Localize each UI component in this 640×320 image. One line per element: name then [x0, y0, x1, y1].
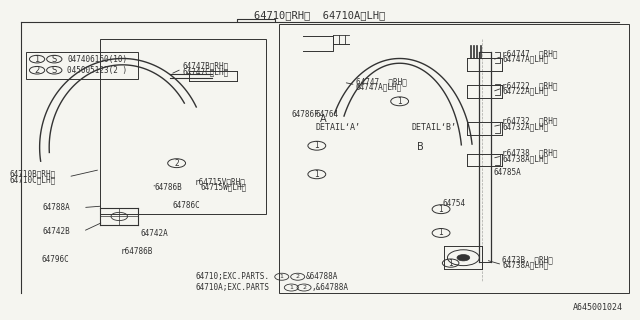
Text: 2: 2 — [35, 66, 40, 75]
Text: 1: 1 — [314, 170, 319, 179]
Text: 64710A;EXC.PARTS: 64710A;EXC.PARTS — [196, 283, 269, 292]
Bar — [100, 39, 266, 214]
Text: 64742A: 64742A — [140, 229, 168, 238]
Text: A645001024: A645001024 — [573, 303, 623, 312]
Text: r64747  〈RH〉: r64747 〈RH〉 — [502, 49, 557, 58]
Text: 2: 2 — [296, 274, 300, 279]
Text: 64710C〈LH〉: 64710C〈LH〉 — [9, 175, 55, 184]
Text: DETAIL‘B’: DETAIL‘B’ — [411, 123, 456, 132]
Text: 045005123(2 ): 045005123(2 ) — [67, 66, 127, 75]
Text: 64722A〈LH〉: 64722A〈LH〉 — [502, 86, 548, 95]
Text: r64738  〈RH〉: r64738 〈RH〉 — [502, 148, 557, 157]
Text: A: A — [320, 114, 326, 124]
Text: 64710B〈RH〉: 64710B〈RH〉 — [9, 170, 55, 179]
Text: 64786C: 64786C — [172, 201, 200, 210]
Text: 64710;EXC.PARTS.: 64710;EXC.PARTS. — [196, 272, 269, 281]
Text: 64796C: 64796C — [42, 255, 69, 264]
Text: 64742B: 64742B — [43, 227, 70, 236]
Text: 047406160(10): 047406160(10) — [67, 55, 127, 64]
Text: 1: 1 — [397, 97, 402, 106]
Text: r64715V〈RH〉: r64715V〈RH〉 — [195, 177, 245, 186]
Text: 64738A〈LH〉: 64738A〈LH〉 — [502, 261, 548, 270]
Bar — [26, 52, 138, 79]
Text: 64710〈RH〉  64710A〈LH〉: 64710〈RH〉 64710A〈LH〉 — [254, 11, 386, 21]
Text: r64722  〈RH〉: r64722 〈RH〉 — [502, 81, 557, 90]
Text: 64788A: 64788A — [43, 203, 70, 212]
Bar — [278, 24, 629, 293]
Text: 64747A〈LH〉: 64747A〈LH〉 — [356, 83, 402, 92]
Text: 64732A〈LH〉: 64732A〈LH〉 — [502, 122, 548, 131]
Text: 64747  〈RH〉: 64747 〈RH〉 — [356, 77, 406, 86]
Text: 64786F: 64786F — [291, 110, 319, 119]
Text: 64786B: 64786B — [154, 183, 182, 192]
Text: S: S — [52, 55, 57, 64]
Text: 1: 1 — [448, 259, 453, 268]
Text: 1: 1 — [280, 274, 284, 279]
Text: 1: 1 — [314, 141, 319, 150]
Text: ,&64788A: ,&64788A — [312, 283, 349, 292]
Text: 2: 2 — [302, 285, 306, 290]
Text: 64764: 64764 — [316, 110, 339, 119]
Text: 64747C〈LH〉: 64747C〈LH〉 — [183, 67, 229, 76]
Text: 1: 1 — [438, 205, 444, 214]
Text: DETAIL‘A’: DETAIL‘A’ — [316, 123, 360, 132]
Text: 64715W〈LH〉: 64715W〈LH〉 — [200, 182, 246, 191]
Text: B: B — [417, 142, 424, 152]
Circle shape — [457, 254, 470, 261]
Text: r64786B: r64786B — [120, 247, 153, 257]
Text: 64785A: 64785A — [493, 168, 521, 177]
Text: 64747A〈LH〉: 64747A〈LH〉 — [502, 55, 548, 64]
Text: &64788A: &64788A — [305, 272, 338, 281]
Text: 64738A〈LH〉: 64738A〈LH〉 — [502, 154, 548, 163]
Text: r64732  〈RH〉: r64732 〈RH〉 — [502, 117, 557, 126]
Text: 1: 1 — [289, 285, 293, 290]
Text: 64747B〈RH〉: 64747B〈RH〉 — [183, 62, 229, 71]
Text: 1: 1 — [35, 55, 40, 64]
Text: S: S — [52, 66, 57, 75]
Text: 64754: 64754 — [443, 199, 466, 208]
Text: 2: 2 — [174, 159, 179, 168]
Text: 6473B  〈RH〉: 6473B 〈RH〉 — [502, 255, 553, 264]
Text: 1: 1 — [438, 228, 444, 237]
